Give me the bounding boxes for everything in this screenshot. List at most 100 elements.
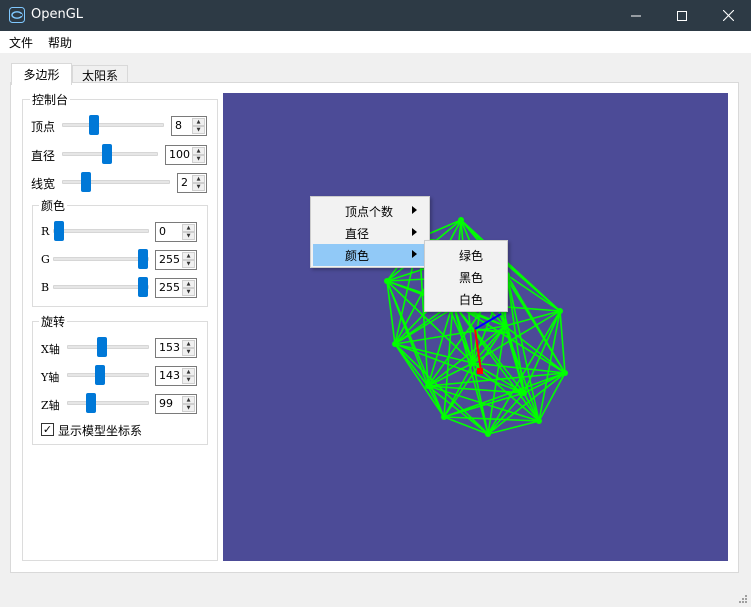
rotation-x-slider[interactable]	[67, 337, 149, 357]
submenu-item-white[interactable]: 白色	[427, 288, 505, 310]
rotation-x-slider-track	[67, 345, 149, 349]
line-width-down-arrow-icon[interactable]: ▼	[192, 183, 205, 191]
line-width-slider[interactable]	[62, 172, 170, 192]
mesh-edge	[386, 280, 474, 364]
rotation-x-spinbox[interactable]: 153 ▲ ▼	[155, 338, 197, 358]
color-g-spinbox[interactable]: 255 ▲ ▼	[155, 250, 197, 270]
mesh-edge	[394, 343, 429, 387]
menu-file[interactable]: 文件	[9, 36, 34, 50]
polygon-mesh	[384, 217, 568, 437]
rotation-y-slider[interactable]	[67, 365, 149, 385]
color-b-slider[interactable]	[53, 277, 149, 297]
rotation-z-slider[interactable]	[67, 393, 149, 413]
mesh-edge	[452, 302, 540, 422]
rotation-x-label: X轴	[41, 343, 60, 356]
mesh-vertex	[485, 431, 491, 437]
vertices-up-arrow-icon[interactable]: ▲	[192, 118, 205, 126]
color-r-slider[interactable]	[53, 221, 149, 241]
line-width-spinbox[interactable]: 2 ▲ ▼	[177, 173, 207, 193]
tab-solar-system[interactable]: 太阳系	[72, 65, 128, 85]
color-b-down-arrow-icon[interactable]: ▼	[182, 288, 195, 296]
color-r-down-arrow-icon[interactable]: ▼	[182, 232, 195, 240]
rotation-z-down-arrow-icon[interactable]: ▼	[182, 404, 195, 412]
rotation-y-slider-track	[67, 373, 149, 377]
tab-bar: 多边形 太阳系	[0, 53, 751, 85]
color-g-down-arrow-icon[interactable]: ▼	[182, 260, 195, 268]
diameter-up-arrow-icon[interactable]: ▲	[192, 147, 205, 155]
submenu-arrow-icon	[412, 250, 417, 258]
rotation-z-slider-thumb[interactable]	[86, 393, 96, 413]
color-b-slider-thumb[interactable]	[138, 277, 148, 297]
opengl-viewport[interactable]	[223, 93, 728, 561]
rotation-x-down-arrow-icon[interactable]: ▼	[182, 348, 195, 356]
tab-solar-system-label: 太阳系	[81, 69, 118, 83]
rotation-z-slider-track	[67, 401, 149, 405]
color-r-up-arrow-icon[interactable]: ▲	[182, 224, 195, 232]
color-r-slider-thumb[interactable]	[54, 221, 64, 241]
color-g-up-arrow-icon[interactable]: ▲	[182, 252, 195, 260]
close-button[interactable]	[705, 0, 751, 31]
context-menu-item-color[interactable]: 颜色	[313, 244, 427, 266]
line-width-slider-thumb[interactable]	[81, 172, 91, 192]
mesh-vertex	[557, 308, 563, 314]
vertices-slider-thumb[interactable]	[89, 115, 99, 135]
color-b-value: 255	[159, 281, 180, 294]
rotation-y-slider-thumb[interactable]	[95, 365, 105, 385]
diameter-slider[interactable]	[62, 144, 158, 164]
vertices-down-arrow-icon[interactable]: ▼	[192, 126, 205, 134]
rotation-z-spinbox[interactable]: 99 ▲ ▼	[155, 394, 197, 414]
color-b-spinbox[interactable]: 255 ▲ ▼	[155, 278, 197, 298]
minimize-button[interactable]	[613, 0, 659, 31]
mesh-edge	[506, 274, 540, 422]
context-menu-item-vertex-count[interactable]: 顶点个数	[313, 200, 427, 222]
line-width-slider-track	[62, 180, 170, 184]
mesh-edge	[394, 325, 506, 345]
context-menu-item-vertex-count-label: 顶点个数	[345, 204, 394, 219]
mesh-edge	[394, 343, 525, 394]
mesh-edge	[427, 385, 445, 418]
rotation-y-spinbox[interactable]: 143 ▲ ▼	[155, 366, 197, 386]
context-menu-item-diameter[interactable]: 直径	[313, 222, 427, 244]
mesh-edge	[523, 372, 566, 394]
color-r-slider-track	[53, 229, 149, 233]
rotation-x-value: 153	[159, 341, 180, 354]
color-g-label: G	[41, 253, 50, 266]
opengl-app-icon	[9, 7, 25, 23]
color-b-up-arrow-icon[interactable]: ▲	[182, 280, 195, 288]
maximize-button[interactable]	[659, 0, 705, 31]
line-width-up-arrow-icon[interactable]: ▲	[192, 175, 205, 183]
color-g-slider-thumb[interactable]	[138, 249, 148, 269]
show-axes-checkbox[interactable]: ✓	[41, 423, 54, 436]
mesh-edge	[506, 274, 566, 374]
diameter-value: 100	[169, 148, 190, 161]
vertices-slider[interactable]	[62, 115, 164, 135]
submenu-item-black[interactable]: 黑色	[427, 266, 505, 288]
mesh-edge	[487, 325, 506, 435]
menu-help[interactable]: 帮助	[48, 36, 73, 50]
submenu-item-green[interactable]: 绿色	[427, 244, 505, 266]
menu-bar: 文件 帮助	[0, 31, 751, 53]
rotation-x-slider-thumb[interactable]	[97, 337, 107, 357]
rotation-y-up-arrow-icon[interactable]: ▲	[182, 368, 195, 376]
diameter-spinbox[interactable]: 100 ▲ ▼	[165, 145, 207, 165]
resize-grip-icon[interactable]	[736, 592, 748, 604]
maximize-icon	[677, 10, 687, 21]
mesh-edge	[443, 416, 489, 435]
color-g-slider[interactable]	[53, 249, 149, 269]
rotation-z-label: Z轴	[41, 399, 60, 412]
rotation-z-up-arrow-icon[interactable]: ▲	[182, 396, 195, 404]
rotation-group-title: 旋转	[39, 313, 68, 330]
mesh-edge	[443, 372, 566, 418]
rotation-x-up-arrow-icon[interactable]: ▲	[182, 340, 195, 348]
tab-polygon[interactable]: 多边形	[11, 63, 72, 85]
color-submenu: 绿色 黑色 白色	[424, 240, 508, 312]
vertices-spinbox[interactable]: 8 ▲ ▼	[171, 116, 207, 136]
diameter-down-arrow-icon[interactable]: ▼	[192, 155, 205, 163]
color-r-spinbox[interactable]: 0 ▲ ▼	[155, 222, 197, 242]
mesh-edge	[452, 302, 525, 394]
vertices-slider-track	[62, 123, 164, 127]
mesh-edge	[504, 310, 561, 327]
mesh-vertex	[384, 278, 390, 284]
diameter-slider-thumb[interactable]	[102, 144, 112, 164]
rotation-y-down-arrow-icon[interactable]: ▼	[182, 376, 195, 384]
